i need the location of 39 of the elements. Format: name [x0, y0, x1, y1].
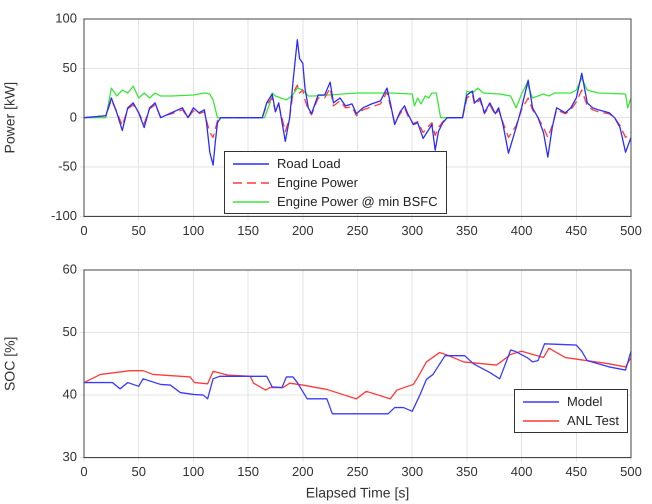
x-tick-label: 100	[182, 222, 204, 238]
x-axis-title: Elapsed Time [s]	[306, 484, 410, 500]
x-tick-label: 250	[346, 464, 368, 479]
x-tick-label: 350	[456, 464, 478, 479]
y-axis-title: SOC [%]	[1, 336, 18, 392]
x-tick-label: 100	[182, 464, 204, 479]
x-tick-label: 50	[131, 222, 146, 238]
x-tick-label: 500	[620, 222, 642, 238]
x-tick-label: 450	[565, 222, 588, 238]
y-tick-label: 0	[70, 109, 77, 124]
x-tick-label: 500	[620, 464, 642, 479]
legend-label: Engine Power	[277, 175, 358, 190]
x-tick-label: 200	[292, 464, 314, 479]
legend-label: Engine Power @ min BSFC	[277, 194, 438, 209]
x-tick-label: 0	[80, 222, 88, 238]
y-tick-label: 60	[62, 262, 77, 277]
x-tick-label: 300	[401, 222, 424, 238]
x-tick-label: 450	[565, 464, 588, 479]
x-tick-label: 250	[346, 222, 368, 238]
legend-label: ANL Test	[566, 413, 619, 428]
x-tick-label: 0	[80, 464, 88, 479]
y-tick-label: -50	[58, 158, 77, 174]
x-tick-label: 400	[510, 464, 532, 479]
x-tick-label: 300	[401, 464, 424, 479]
y-tick-label: 50	[62, 324, 77, 340]
x-tick-label: 150	[237, 222, 259, 238]
y-tick-label: 50	[62, 60, 77, 75]
x-tick-label: 350	[456, 222, 478, 238]
legend-label: Road Load	[277, 156, 341, 171]
legend-label: Model	[566, 394, 602, 409]
y-tick-label: 40	[62, 386, 77, 402]
x-tick-label: 50	[131, 464, 146, 479]
x-tick-label: 400	[510, 222, 532, 238]
x-tick-label: 200	[292, 222, 314, 238]
y-tick-label: 30	[62, 449, 77, 464]
y-tick-label: -100	[50, 208, 77, 223]
y-tick-label: 100	[55, 10, 77, 26]
y-axis-title: Power [kW]	[1, 82, 18, 154]
x-tick-label: 150	[237, 464, 259, 479]
